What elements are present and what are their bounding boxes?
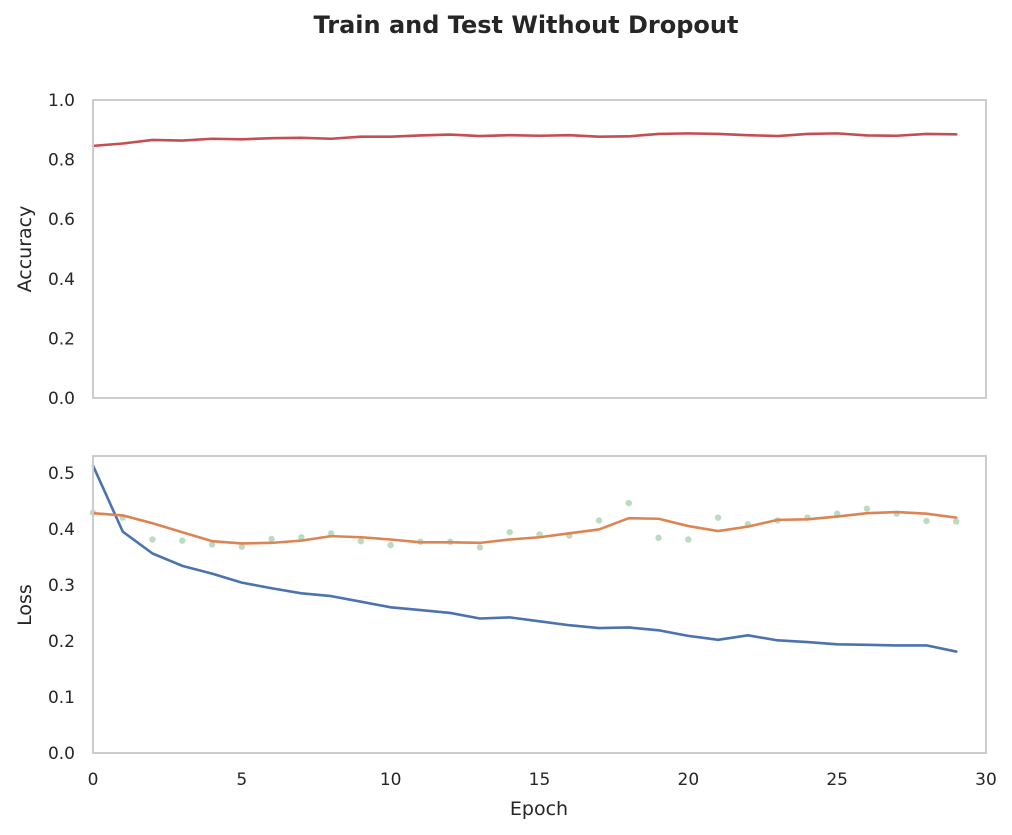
loss-series-0-line [91, 464, 958, 653]
loss-y-tick-label: 0.0 [48, 744, 75, 764]
loss-series-2-line [91, 510, 958, 545]
loss-x-tick-label: 15 [529, 770, 551, 790]
loss-y-tick-label: 0.1 [48, 688, 75, 708]
loss-x-tick-label: 20 [678, 770, 700, 790]
loss-y-tick-label: 0.2 [48, 632, 75, 652]
loss-y-axis-label: Loss [14, 584, 36, 626]
loss-series-1-point [655, 534, 662, 542]
accuracy-y-ticks: 0.0 0.2 0.4 0.6 0.8 1.0 [48, 91, 75, 409]
loss-series-1-point [387, 541, 394, 549]
loss-y-ticks: 0.0 0.1 0.2 0.3 0.4 0.5 [48, 464, 75, 764]
loss-series-1-point [476, 544, 484, 551]
accuracy-plot-area [91, 132, 958, 148]
loss-series-1-point [208, 541, 216, 548]
accuracy-y-tick-label: 0.0 [48, 389, 75, 409]
loss-x-tick-label: 5 [236, 770, 247, 790]
loss-x-tick-label: 30 [975, 770, 997, 790]
loss-series-1-point [595, 517, 603, 524]
accuracy-y-tick-label: 0.6 [48, 210, 75, 230]
loss-y-tick-label: 0.4 [48, 520, 75, 540]
loss-series-1-point [179, 537, 186, 544]
accuracy-axes-frame [92, 99, 987, 399]
loss-series-1-point [714, 514, 722, 521]
loss-x-tick-label: 25 [826, 770, 848, 790]
loss-series-1-point [238, 543, 246, 550]
loss-y-tick-label: 0.5 [48, 464, 75, 484]
loss-y-tick-label: 0.3 [48, 576, 75, 596]
loss-panel: 0.0 0.1 0.2 0.3 0.4 0.5 0 5 10 15 20 25 30 Loss Epo… [14, 455, 997, 820]
loss-series-1-point [953, 518, 960, 525]
accuracy-series-0-line [91, 132, 958, 148]
loss-series-1-point [268, 535, 275, 543]
loss-axes-frame [92, 455, 987, 754]
accuracy-y-tick-label: 0.8 [48, 151, 75, 171]
loss-series-1-point [923, 517, 930, 525]
accuracy-y-axis-label: Accuracy [14, 206, 36, 293]
accuracy-y-tick-label: 0.2 [48, 329, 75, 349]
loss-x-tick-label: 0 [88, 770, 99, 790]
loss-series-1-point [298, 534, 305, 541]
loss-x-ticks: 0 5 10 15 20 25 30 [88, 770, 997, 790]
loss-x-tick-label: 10 [380, 770, 402, 790]
figure-title: Train and Test Without Dropout [314, 11, 739, 39]
loss-plot-area [89, 464, 960, 653]
loss-x-axis-label: Epoch [510, 798, 568, 820]
loss-series-1-point [149, 536, 156, 543]
accuracy-y-tick-label: 0.4 [48, 270, 75, 290]
accuracy-y-tick-label: 1.0 [48, 91, 75, 111]
loss-series-1-point [863, 505, 871, 512]
loss-series-1-point [506, 529, 513, 536]
loss-series-1-point [625, 499, 632, 507]
loss-series-1-point [685, 536, 692, 543]
accuracy-panel: 0.0 0.2 0.4 0.6 0.8 1.0 Accuracy [14, 91, 987, 409]
loss-series-1-point [357, 537, 365, 545]
